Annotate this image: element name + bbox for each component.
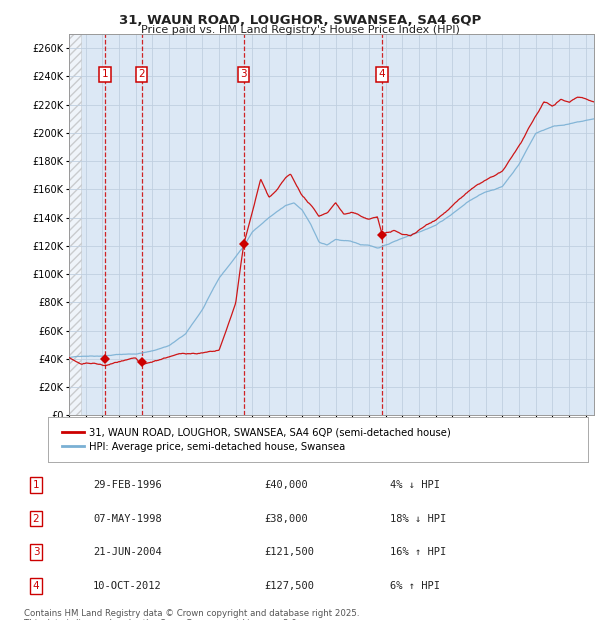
- Text: 4: 4: [32, 581, 40, 591]
- Text: 31, WAUN ROAD, LOUGHOR, SWANSEA, SA4 6QP: 31, WAUN ROAD, LOUGHOR, SWANSEA, SA4 6QP: [119, 14, 481, 27]
- Text: 18% ↓ HPI: 18% ↓ HPI: [390, 513, 446, 523]
- Text: £121,500: £121,500: [264, 547, 314, 557]
- Text: £40,000: £40,000: [264, 480, 308, 490]
- Text: 16% ↑ HPI: 16% ↑ HPI: [390, 547, 446, 557]
- Text: 4: 4: [379, 69, 385, 79]
- Text: 1: 1: [32, 480, 40, 490]
- Text: Contains HM Land Registry data © Crown copyright and database right 2025.
This d: Contains HM Land Registry data © Crown c…: [24, 609, 359, 620]
- Text: 2: 2: [32, 513, 40, 523]
- Text: £127,500: £127,500: [264, 581, 314, 591]
- Text: £38,000: £38,000: [264, 513, 308, 523]
- Text: 29-FEB-1996: 29-FEB-1996: [93, 480, 162, 490]
- Text: 3: 3: [240, 69, 247, 79]
- Bar: [69, 34, 80, 415]
- Text: 07-MAY-1998: 07-MAY-1998: [93, 513, 162, 523]
- Text: 1: 1: [101, 69, 109, 79]
- Text: 21-JUN-2004: 21-JUN-2004: [93, 547, 162, 557]
- Text: 10-OCT-2012: 10-OCT-2012: [93, 581, 162, 591]
- Legend: 31, WAUN ROAD, LOUGHOR, SWANSEA, SA4 6QP (semi-detached house), HPI: Average pri: 31, WAUN ROAD, LOUGHOR, SWANSEA, SA4 6QP…: [58, 423, 455, 456]
- Text: 3: 3: [32, 547, 40, 557]
- Text: 6% ↑ HPI: 6% ↑ HPI: [390, 581, 440, 591]
- Text: 4% ↓ HPI: 4% ↓ HPI: [390, 480, 440, 490]
- Text: 2: 2: [138, 69, 145, 79]
- Text: Price paid vs. HM Land Registry's House Price Index (HPI): Price paid vs. HM Land Registry's House …: [140, 25, 460, 35]
